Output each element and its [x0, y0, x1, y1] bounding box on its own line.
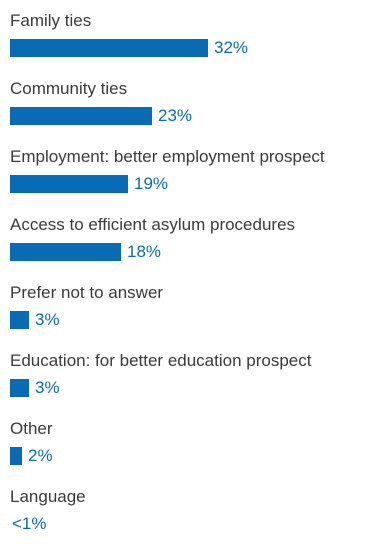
bar-row: Family ties 32% — [10, 10, 380, 76]
bar-row: Employment: better employment prospect 19… — [10, 146, 380, 212]
category-label: Family ties — [10, 11, 92, 30]
category-label: Access to efficient asylum procedures — [10, 215, 296, 234]
bar-row: Access to efficient asylum procedures 18% — [10, 214, 380, 280]
category-label: Education: for better education prospect — [10, 351, 312, 370]
value-label: 2% — [28, 446, 53, 465]
category-label: Employment: better employment prospect — [10, 147, 325, 166]
value-label: <1% — [12, 514, 47, 533]
bar-row: Community ties 23% — [10, 78, 380, 144]
bar-row: Language <1% — [10, 486, 380, 552]
category-label: Prefer not to answer — [10, 283, 164, 302]
category-label: Community ties — [10, 79, 128, 98]
value-label: 3% — [35, 310, 60, 329]
bar — [10, 39, 208, 57]
value-label: 32% — [214, 38, 249, 57]
bar — [10, 243, 121, 261]
bar-row: Prefer not to answer 3% — [10, 282, 380, 348]
bar — [10, 447, 22, 465]
value-label: 18% — [127, 242, 162, 261]
value-label: 3% — [35, 378, 60, 397]
category-label: Other — [10, 419, 53, 438]
bar — [10, 311, 29, 329]
value-label: 23% — [158, 106, 193, 125]
bar — [10, 175, 128, 193]
category-label: Language — [10, 487, 86, 506]
value-label: 19% — [134, 174, 169, 193]
horizontal-bar-chart: Family ties 32% Community ties 23% Employmen… — [10, 10, 380, 533]
bar — [10, 379, 29, 397]
bar — [10, 107, 152, 125]
bar-row: Other 2% — [10, 418, 380, 484]
bar-row: Education: for better education prospect… — [10, 350, 380, 416]
